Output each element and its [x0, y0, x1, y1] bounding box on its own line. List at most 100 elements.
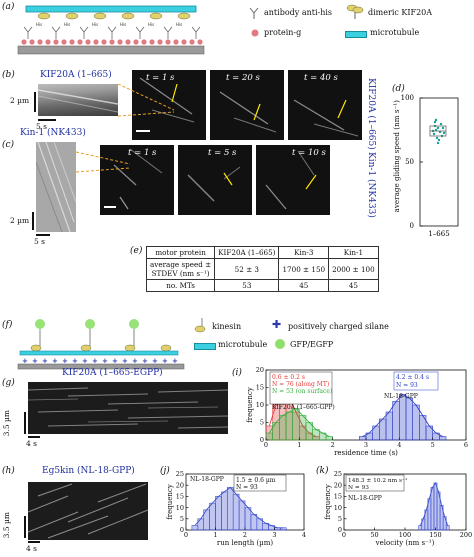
frame-b-2	[210, 70, 284, 140]
annotation-blue-n: N = 93	[396, 382, 418, 389]
y-tick-label: 10	[256, 401, 264, 409]
table-cell: 2000 ± 100	[328, 258, 379, 280]
y-tick-label: 25	[334, 470, 342, 478]
annotation-mean: 148.3 ± 10.2 nm s⁻¹	[348, 477, 407, 484]
zoom-lines-b	[117, 84, 175, 117]
table-header-cell: Kin-3	[278, 246, 330, 259]
chart-d-ytick-0: 0	[410, 222, 414, 230]
x-tick-label: 3	[364, 441, 368, 449]
kymograph-g	[28, 382, 228, 434]
x-tick-label: 0	[342, 531, 346, 539]
table-row: average speed ± STDEV (nm s⁻¹) 52 ± 3 170…	[145, 258, 379, 280]
kymo-h-ybar	[24, 516, 26, 538]
svg-text:His: His	[148, 22, 154, 27]
x-tick-label: 50	[370, 531, 378, 539]
microtubule-icon	[345, 31, 367, 38]
frame-c-2	[178, 145, 252, 215]
schematic-a: His His His His His His	[17, 5, 205, 55]
histogram-bar	[445, 525, 450, 531]
kymograph-b	[38, 84, 118, 116]
speed-table: motor protein KIF20A (1–665) Kin-3 Kin-1…	[145, 246, 379, 292]
histogram-bar	[385, 411, 393, 441]
kymo-b-ybar	[34, 92, 36, 112]
panel-label-j: (j)	[160, 466, 170, 476]
y-tick-label: 15	[334, 493, 342, 501]
svg-text:+: +	[92, 357, 98, 365]
fit-curve	[362, 393, 443, 437]
svg-text:+: +	[32, 357, 38, 365]
antibody-icon	[249, 7, 259, 19]
kymo-c-yscale: 2 µm	[10, 216, 30, 225]
kymo-g-yscale: 3.5 µm	[2, 410, 11, 437]
x-tick-label: 0	[264, 441, 268, 449]
svg-text:+: +	[152, 357, 158, 365]
kymo-h-xscale: 4 s	[26, 544, 38, 553]
kymo-h-yscale: 3.5 µm	[2, 512, 11, 539]
x-tick-label: 2	[243, 531, 247, 539]
y-tick-label: 0	[180, 526, 184, 534]
histogram-bar	[433, 482, 438, 531]
side-label-b: KIF20A (1–665)	[366, 78, 376, 150]
histogram-bar	[191, 525, 199, 531]
svg-text:+: +	[142, 357, 148, 365]
kymo-c-xscale: 5 s	[34, 237, 46, 246]
table-cell: 1700 ± 150	[278, 258, 330, 280]
y-tick-label: 0	[260, 436, 264, 444]
panel-label-b: (b)	[2, 70, 15, 80]
table-row: no. MTs 53 45 45	[145, 279, 379, 292]
panel-label-e: (e)	[130, 246, 143, 256]
table-cell: average speed ± STDEV (nm s⁻¹)	[145, 258, 216, 280]
x-axis-label: residence time (s)	[334, 449, 398, 457]
x-tick-label: 150	[429, 531, 441, 539]
kinesin-icon	[194, 318, 206, 333]
fit-curve	[194, 486, 284, 529]
annotation-label: NL-18-GPP	[348, 495, 382, 502]
y-tick-label: 0	[338, 526, 342, 534]
annotation-box-2	[393, 371, 439, 391]
fit-curve	[268, 407, 330, 437]
annotation-kif20a-label: KIF20A (1–665-GPP)	[272, 404, 335, 411]
table-cell: 53	[214, 279, 280, 292]
kymo-h-xbar	[28, 541, 40, 543]
kymograph-c	[36, 142, 76, 232]
kymo-c-ybar	[32, 212, 34, 230]
y-tick-label: 15	[176, 493, 184, 501]
svg-text:+: +	[52, 357, 58, 365]
chart-d-ytick-100: 100	[401, 94, 414, 102]
x-tick-label: 6	[464, 441, 468, 449]
table-header-cell: motor protein	[145, 246, 216, 259]
histogram-bar	[221, 491, 228, 531]
x-tick-label: 2	[331, 441, 335, 449]
y-tick-label: 5	[260, 419, 264, 427]
x-tick-label: 4	[302, 531, 306, 539]
histogram-bar	[272, 422, 280, 441]
kymo-b-xbar	[38, 119, 56, 121]
frame-b-3-time: t = 40 s	[304, 73, 338, 83]
chart-d-ylabel: average gliding speed (nm s⁻¹)	[392, 100, 401, 213]
svg-text:+: +	[42, 357, 48, 365]
histogram-bar	[399, 394, 407, 441]
frame-b-3	[288, 70, 362, 140]
table-cell: 52 ± 3	[214, 258, 280, 280]
legend-kinesin: kinesin	[212, 322, 242, 331]
histogram-bar	[299, 415, 307, 441]
x-tick-label: 1	[297, 441, 301, 449]
kymo-g-xbar	[28, 436, 40, 438]
frame-b-1-time: t = 1 s	[146, 73, 175, 83]
annotation-n: N = 93	[236, 484, 258, 491]
kymo-g-xscale: 4 s	[26, 439, 38, 448]
y-tick-label: 20	[176, 481, 184, 489]
y-tick-label: 5	[180, 515, 184, 523]
kymograph-h	[28, 482, 148, 540]
table-row: motor protein KIF20A (1–665) Kin-3 Kin-1	[145, 246, 379, 259]
gfp-icon	[275, 339, 285, 349]
chart-i: 0 1 2 3 4 5 6 0 5 10 15 20 residence time (s) frequen…	[246, 366, 468, 457]
annotation-blue-mean: 4.2 ± 0.4 s	[396, 374, 429, 381]
legend-gfp: GFP/EGFP	[290, 340, 334, 349]
protein-g-icon	[251, 29, 259, 37]
frame-c-3	[256, 145, 330, 215]
svg-text:+: +	[172, 357, 178, 365]
histogram-bar	[285, 411, 293, 441]
svg-text:+: +	[132, 357, 138, 365]
y-axis-label: frequency	[246, 387, 254, 423]
